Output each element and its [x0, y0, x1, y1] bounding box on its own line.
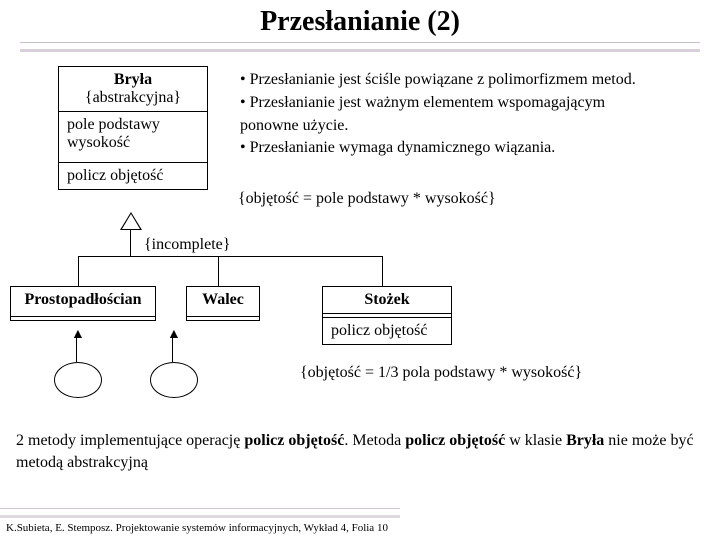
- stozek-ops: policz objętość: [323, 318, 451, 344]
- bullet-3: • Przesłanianie wymaga dynamicznego wiąz…: [240, 138, 700, 159]
- formula-1: {objętość = pole podstawy * wysokość}: [238, 190, 496, 208]
- inh-line-v: [130, 230, 131, 256]
- bryla-stereotype: {abstrakcyjna}: [67, 89, 199, 107]
- bullet-1: • Przesłanianie jest ściśle powiązane z …: [240, 70, 700, 91]
- arrow-2-head: ▲: [167, 328, 181, 342]
- footer-text: K.Subieta, E. Stemposz. Projektowanie sy…: [6, 522, 388, 534]
- bryla-name: Bryła: [67, 71, 199, 89]
- bt-a: 2 metody implementujące operację: [16, 432, 244, 449]
- walec-bot: [187, 317, 259, 320]
- ellipse-2: [150, 362, 198, 398]
- body-text: 2 metody implementujące operację policz …: [16, 430, 704, 473]
- bryla-ops: policz objętość: [59, 163, 207, 189]
- uml-class-walec: Walec: [186, 286, 260, 321]
- bullet-list: • Przesłanianie jest ściśle powiązane z …: [240, 70, 700, 161]
- bt-e: w klasie: [505, 432, 566, 449]
- bullet-2: • Przesłanianie jest ważnym elementem ws…: [240, 93, 700, 114]
- bryla-header: Bryła {abstrakcyjna}: [59, 67, 207, 112]
- footer-rule: [0, 508, 400, 518]
- uml-class-bryla: Bryła {abstrakcyjna} pole podstawy wysok…: [58, 66, 208, 190]
- slide-title: Przesłanianie (2): [0, 6, 720, 38]
- uml-class-prost: Prostopadłościan: [10, 286, 156, 321]
- prost-bot: [11, 317, 155, 320]
- bullet-2b: ponowne użycie.: [240, 116, 700, 137]
- bt-b: policz objętość: [244, 432, 344, 449]
- title-rule: [20, 42, 700, 52]
- arrow-1-head: ▲: [71, 328, 85, 342]
- inh-drop-3: [382, 256, 383, 286]
- uml-class-stozek: Stożek policz objętość: [322, 286, 452, 345]
- inh-drop-2: [218, 256, 219, 286]
- bryla-attrs: pole podstawy wysokość: [59, 112, 207, 163]
- bt-c: . Metoda: [344, 432, 405, 449]
- inheritance-triangle: [120, 212, 142, 230]
- bt-f: Bryła: [566, 432, 604, 449]
- incomplete-label: {incomplete}: [144, 236, 230, 254]
- walec-name: Walec: [187, 287, 259, 313]
- stozek-name: Stożek: [323, 287, 451, 314]
- ellipse-1: [54, 362, 102, 398]
- bt-d: policz objętość: [405, 432, 505, 449]
- inh-drop-1: [78, 256, 79, 286]
- inh-bus: [78, 256, 382, 257]
- formula-2: {objętość = 1/3 pola podstawy * wysokość…: [300, 364, 582, 382]
- prost-name: Prostopadłościan: [11, 287, 155, 313]
